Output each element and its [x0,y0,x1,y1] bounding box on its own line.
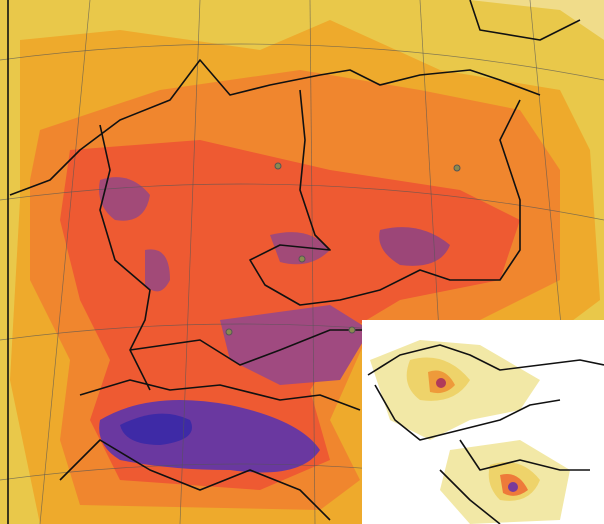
field-purple [379,227,450,266]
field-purple [220,305,370,385]
inset-peak [436,378,446,388]
station-marker [298,255,306,263]
border [79,379,361,411]
inset [362,320,604,524]
stations [225,162,461,336]
station-marker [225,328,233,336]
borders [7,0,581,524]
field-purple [270,232,330,265]
inset-border [459,439,590,471]
graticule-line [179,0,201,524]
inset-peak [508,482,518,492]
station-marker [453,164,461,172]
field-blue [120,413,192,445]
inset-border [439,469,501,524]
inset-border [374,384,561,441]
border [129,329,370,366]
border [249,89,521,306]
station-marker [274,162,282,170]
border [99,124,151,391]
border [469,0,581,41]
graticule-line [39,0,91,524]
outer-field [0,0,604,40]
graticule-line [0,43,604,81]
field-purple [145,249,170,292]
graticule-line [309,0,316,524]
field-purple [99,177,150,221]
inset-border [367,344,604,376]
station-marker [348,326,356,334]
coastline [9,59,541,196]
coastline [59,439,331,521]
